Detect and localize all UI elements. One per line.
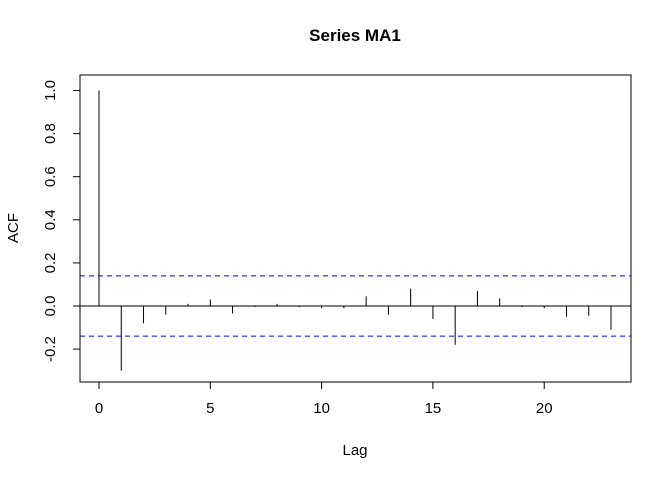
x-tick-label: 0 xyxy=(95,400,103,417)
y-tick-label: 0.0 xyxy=(42,296,59,317)
y-axis-label: ACF xyxy=(5,213,22,243)
x-tick-label: 20 xyxy=(536,400,553,417)
x-axis: 0 5 10 15 20 xyxy=(95,381,553,417)
x-tick-label: 15 xyxy=(425,400,442,417)
x-tick-label: 5 xyxy=(206,400,214,417)
y-tick-label: 0.4 xyxy=(42,209,59,230)
y-tick-label: -0.2 xyxy=(42,336,59,362)
y-tick-label: 1.0 xyxy=(42,80,59,101)
x-tick-label: 10 xyxy=(313,400,330,417)
y-tick-label: 0.2 xyxy=(42,252,59,273)
y-axis: -0.2 0.0 0.2 0.4 0.6 0.8 1.0 xyxy=(42,80,81,362)
y-tick-label: 0.6 xyxy=(42,166,59,187)
y-tick-label: 0.8 xyxy=(42,123,59,144)
acf-bars xyxy=(98,90,612,371)
chart-title: Series MA1 xyxy=(309,26,401,45)
x-axis-label: Lag xyxy=(342,442,367,459)
